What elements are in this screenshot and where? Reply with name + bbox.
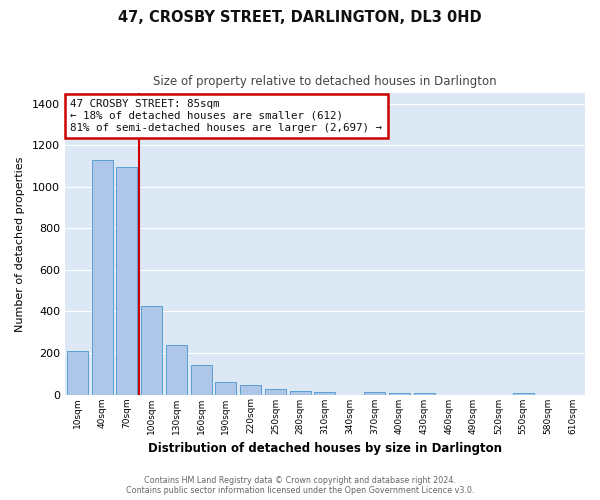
X-axis label: Distribution of detached houses by size in Darlington: Distribution of detached houses by size …	[148, 442, 502, 455]
Bar	[215, 382, 236, 394]
Bar	[191, 366, 212, 394]
Bar	[364, 392, 385, 394]
Bar	[265, 390, 286, 394]
Text: 47 CROSBY STREET: 85sqm
← 18% of detached houses are smaller (612)
81% of semi-d: 47 CROSBY STREET: 85sqm ← 18% of detache…	[70, 100, 382, 132]
Bar	[314, 392, 335, 394]
Bar	[290, 392, 311, 394]
Bar	[116, 167, 137, 394]
Bar	[92, 160, 113, 394]
Text: Contains HM Land Registry data © Crown copyright and database right 2024.
Contai: Contains HM Land Registry data © Crown c…	[126, 476, 474, 495]
Bar	[166, 344, 187, 395]
Title: Size of property relative to detached houses in Darlington: Size of property relative to detached ho…	[153, 75, 497, 88]
Bar	[240, 385, 261, 394]
Y-axis label: Number of detached properties: Number of detached properties	[15, 156, 25, 332]
Bar	[141, 306, 162, 394]
Text: 47, CROSBY STREET, DARLINGTON, DL3 0HD: 47, CROSBY STREET, DARLINGTON, DL3 0HD	[118, 10, 482, 25]
Bar	[67, 351, 88, 395]
